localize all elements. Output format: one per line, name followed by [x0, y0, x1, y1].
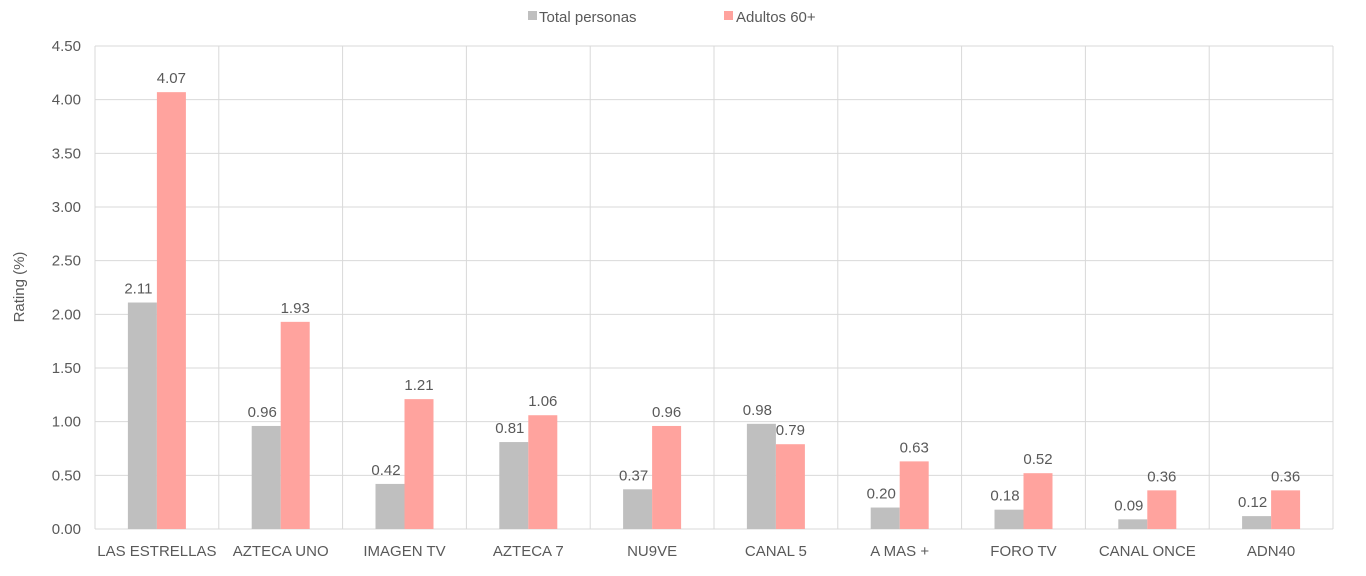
bar-adultos-60	[1147, 490, 1177, 529]
legend-swatch-total-personas	[528, 11, 537, 20]
data-label: 1.93	[281, 300, 310, 317]
legend: Total personas Adultos 60+	[528, 9, 816, 26]
legend-label-total-personas: Total personas	[539, 9, 637, 26]
data-label: 0.81	[495, 420, 524, 437]
data-label: 4.07	[157, 70, 186, 87]
grid	[94, 45, 1334, 530]
bar-adultos-60	[652, 425, 682, 529]
bar-total-personas	[1118, 519, 1148, 529]
data-label: 0.52	[1023, 451, 1052, 468]
x-tick-label: IMAGEN TV	[363, 543, 445, 560]
bar-adultos-60	[528, 415, 558, 529]
data-label: 0.96	[652, 404, 681, 421]
bar-adultos-60	[1271, 490, 1301, 529]
y-axis-label: Rating (%)	[11, 252, 28, 323]
bar-adultos-60	[280, 321, 310, 529]
y-tick-label: 1.00	[52, 414, 81, 431]
data-label: 1.21	[404, 377, 433, 394]
data-labels: 2.11 4.07 0.96 1.93 0.42 1.21 0.811.06 0.37 0.96…	[124, 70, 1300, 514]
data-label: 0.09	[1114, 497, 1143, 514]
x-tick-label: CANAL 5	[745, 543, 807, 560]
bar-adultos-60	[156, 92, 186, 530]
data-label: 0.36	[1271, 468, 1300, 485]
data-label: 0.79	[776, 422, 805, 439]
bar-total-personas	[994, 509, 1024, 529]
legend-swatch-adultos-60	[724, 11, 733, 20]
data-label: 1.06	[528, 393, 557, 410]
y-tick-label: 0.00	[52, 521, 81, 538]
bar-total-personas	[1242, 516, 1272, 529]
bar-adultos-60	[775, 444, 805, 529]
y-tick-label: 2.00	[52, 306, 81, 323]
x-tick-label: LAS ESTRELLAS	[97, 543, 216, 560]
y-tick-label: 1.50	[52, 360, 81, 377]
data-label: 0.96	[248, 404, 277, 421]
bar-adultos-60	[1023, 473, 1053, 529]
bars	[127, 92, 1301, 530]
bar-total-personas	[251, 425, 281, 529]
y-tick-label: 4.00	[52, 92, 81, 109]
x-axis-categories: LAS ESTRELLAS AZTECA UNO IMAGEN TV AZTECA 7…	[97, 543, 1295, 560]
y-tick-label: 2.50	[52, 253, 81, 270]
y-tick-label: 0.50	[52, 467, 81, 484]
data-label: 2.11	[124, 281, 152, 298]
y-tick-label: 4.50	[52, 38, 81, 55]
x-tick-label: ADN40	[1247, 543, 1295, 560]
data-label: 0.37	[619, 467, 648, 484]
bar-total-personas	[746, 423, 776, 529]
data-label: 0.98	[743, 402, 772, 419]
bar-total-personas	[127, 302, 157, 529]
y-tick-label: 3.50	[52, 145, 81, 162]
x-tick-label: FORO TV	[990, 543, 1056, 560]
data-label: 0.18	[990, 488, 1019, 505]
x-tick-label: NU9VE	[627, 543, 677, 560]
data-label: 0.42	[371, 462, 400, 479]
data-label: 0.63	[900, 439, 929, 456]
bar-total-personas	[870, 507, 900, 529]
x-tick-label: A MAS +	[870, 543, 929, 560]
bar-adultos-60	[899, 461, 929, 529]
x-tick-label: CANAL ONCE	[1099, 543, 1196, 560]
y-tick-label: 3.00	[52, 199, 81, 216]
x-tick-label: AZTECA UNO	[233, 543, 329, 560]
bar-total-personas	[623, 489, 653, 529]
bar-adultos-60	[404, 399, 434, 529]
bar-total-personas	[499, 442, 529, 529]
bar-total-personas	[375, 483, 405, 529]
x-tick-label: AZTECA 7	[493, 543, 564, 560]
data-label: 0.36	[1147, 468, 1176, 485]
data-label: 0.12	[1238, 494, 1267, 511]
legend-label-adultos-60: Adultos 60+	[736, 9, 816, 26]
data-label: 0.20	[867, 486, 896, 503]
y-axis-ticks: 0.00 0.50 1.00 1.50 2.00 2.50 3.00 3.50 4.00 4.50	[52, 38, 81, 538]
